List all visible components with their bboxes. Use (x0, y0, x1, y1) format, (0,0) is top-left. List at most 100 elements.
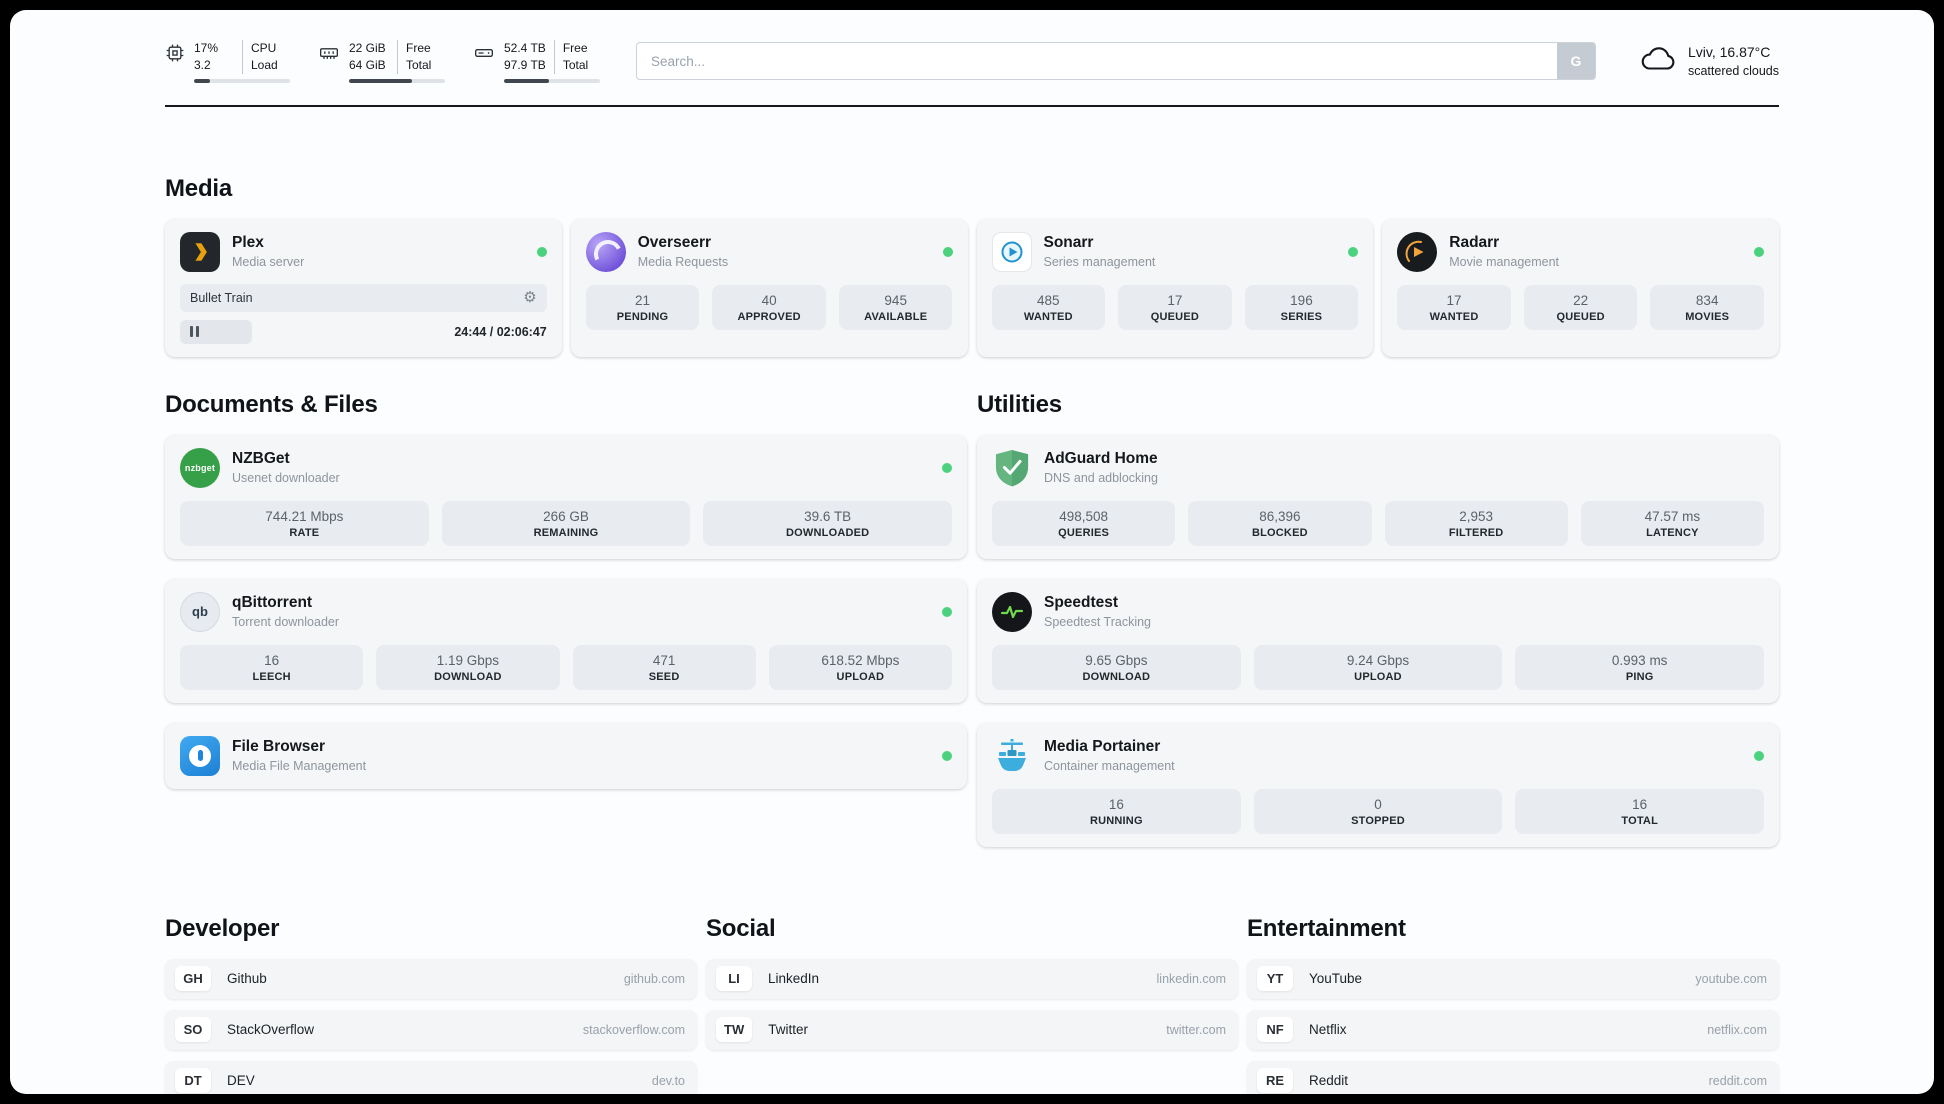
disk-widget: 52.4 TB 97.9 TB Free Total (473, 40, 600, 83)
pause-icon (190, 326, 193, 338)
stat-label: DOWNLOADED (786, 526, 870, 539)
stat-label: UPLOAD (1354, 670, 1402, 683)
bookmark-name: Reddit (1309, 1073, 1349, 1089)
ram-total-value: 64 GiB (349, 57, 386, 72)
bookmarks-developer: Developer GH Github github.com SO StackO… (165, 915, 697, 1094)
bookmark-url: stackoverflow.com (582, 1022, 685, 1037)
app-card-speedtest[interactable]: Speedtest Speedtest Tracking 9.65 Gbps D… (977, 578, 1779, 703)
app-name: Speedtest (1044, 594, 1119, 612)
app-name: Radarr (1449, 234, 1500, 252)
system-widgets: 17% 3.2 CPU Load (165, 40, 600, 83)
stat-leech: 16 LEECH (180, 644, 364, 690)
stat-label: UPLOAD (836, 670, 885, 683)
bookmark-youtube[interactable]: YT YouTube youtube.com (1247, 958, 1779, 999)
cpu-percent: 17% (194, 41, 219, 55)
qbittorrent-icon: qb (180, 591, 220, 632)
playback-progress-fill (180, 319, 252, 344)
bookmarks-entertainment: Entertainment YT YouTube youtube.com NF … (1247, 915, 1779, 1094)
app-card-radarr[interactable]: Radarr Movie management 17 WANTED 22 QUE… (1382, 218, 1779, 357)
stat-value: 16 (264, 652, 280, 668)
search-input[interactable] (636, 42, 1596, 81)
bookmark-dev[interactable]: DT DEV dev.to (165, 1060, 697, 1094)
stat-queued: 17 QUEUED (1118, 284, 1232, 330)
stat-label: BLOCKED (1251, 526, 1308, 539)
bookmark-url: linkedin.com (1156, 971, 1226, 986)
stat-label: LEECH (252, 670, 291, 683)
app-card-filebrowser[interactable]: File Browser Media File Management (165, 722, 967, 789)
section-utilities: Utilities AdGuard Home DNS and adblockin… (977, 391, 1779, 867)
documents-section-title: Documents & Files (165, 390, 378, 418)
bookmark-name: Github (227, 971, 267, 987)
stat-value: 744.21 Mbps (265, 508, 344, 524)
now-playing-row: Bullet Train ⚙ (180, 283, 547, 312)
gear-icon[interactable]: ⚙ (523, 289, 537, 307)
app-card-overseerr[interactable]: Overseerr Media Requests 21 PENDING 40 A… (570, 218, 968, 357)
stat-value: 471 (652, 652, 676, 668)
disk-progress-bar (504, 78, 600, 83)
stat-label: APPROVED (737, 310, 801, 323)
playback-progress: 24:44 / 02:06:47 (180, 319, 547, 344)
app-name: Media Portainer (1044, 738, 1161, 756)
stat-available: 945 AVAILABLE (838, 284, 953, 330)
stat-filtered: 2,953 FILTERED (1384, 500, 1568, 546)
app-card-qbittorrent[interactable]: qb qBittorrent Torrent downloader 16 LEE… (165, 578, 967, 703)
bookmarks-social: Social LI LinkedIn linkedin.com TW Twitt… (706, 915, 1238, 1061)
bookmark-badge: TW (716, 1017, 753, 1043)
bookmark-name: LinkedIn (768, 971, 820, 987)
bookmark-linkedin[interactable]: LI LinkedIn linkedin.com (706, 958, 1238, 999)
app-name: Overseerr (637, 234, 712, 252)
disk-total-label: Total (562, 57, 589, 72)
bookmark-netflix[interactable]: NF Netflix netflix.com (1247, 1009, 1779, 1050)
search-engine-button[interactable]: G (1556, 43, 1595, 80)
app-subtitle: Usenet downloader (232, 471, 340, 486)
status-dot (942, 606, 952, 617)
ram-progress-bar (349, 78, 445, 83)
app-subtitle: Media Requests (637, 255, 729, 270)
bookmark-badge: SO (175, 1017, 211, 1043)
app-card-plex[interactable]: Plex Media server Bullet Train ⚙ 24:44 /… (165, 218, 562, 357)
cpu-progress-fill (194, 78, 211, 83)
app-card-nzbget[interactable]: nzbget NZBGet Usenet downloader 744.21 M… (165, 434, 967, 559)
stat-series: 196 SERIES (1244, 284, 1359, 330)
disk-free-label: Free (562, 41, 588, 55)
speedtest-icon (992, 591, 1032, 632)
app-card-adguard[interactable]: AdGuard Home DNS and adblocking 498,508 … (977, 434, 1779, 559)
stat-download: 9.65 Gbps DOWNLOAD (992, 644, 1241, 690)
bookmark-name: StackOverflow (227, 1022, 315, 1038)
ram-total-label: Total (406, 57, 432, 72)
portainer-icon (992, 736, 1032, 776)
stat-total: 16 TOTAL (1515, 788, 1765, 834)
utilities-section-title: Utilities (977, 390, 1062, 418)
stat-upload: 9.24 Gbps UPLOAD (1253, 644, 1503, 690)
app-name: NZBGet (232, 450, 290, 468)
social-section-title: Social (706, 914, 776, 942)
bookmark-url: youtube.com (1695, 971, 1767, 986)
stat-seed: 471 SEED (572, 644, 756, 690)
bookmark-url: github.com (623, 971, 685, 986)
bookmark-url: twitter.com (1166, 1022, 1226, 1037)
stat-value: 498,508 (1059, 508, 1109, 524)
stat-label: RUNNING (1089, 814, 1143, 827)
stat-value: 196 (1290, 292, 1313, 308)
stat-value: 17 (1167, 292, 1183, 308)
bookmark-reddit[interactable]: RE Reddit reddit.com (1247, 1060, 1779, 1094)
status-dot (942, 246, 953, 257)
stat-queued: 22 QUEUED (1523, 284, 1638, 330)
stat-label: SERIES (1280, 310, 1323, 323)
stat-value: 2,953 (1459, 508, 1494, 524)
section-documents: Documents & Files nzbget NZBGet Usenet d… (165, 391, 967, 809)
bookmark-badge: LI (716, 966, 752, 992)
sonarr-icon (991, 231, 1032, 272)
stat-label: AVAILABLE (864, 310, 928, 323)
app-card-portainer[interactable]: Media Portainer Container management 16 … (977, 722, 1779, 847)
stat-value: 618.52 Mbps (821, 652, 900, 668)
cpu-icon (165, 43, 185, 68)
bookmark-stackoverflow[interactable]: SO StackOverflow stackoverflow.com (165, 1009, 697, 1050)
status-dot (1348, 246, 1359, 257)
app-name: Plex (232, 234, 264, 252)
bookmark-twitter[interactable]: TW Twitter twitter.com (706, 1009, 1238, 1050)
app-card-sonarr[interactable]: Sonarr Series management 485 WANTED 17 Q… (976, 218, 1374, 357)
radarr-icon (1397, 231, 1438, 272)
bookmark-github[interactable]: GH Github github.com (165, 958, 697, 999)
stat-wanted: 17 WANTED (1397, 284, 1511, 330)
